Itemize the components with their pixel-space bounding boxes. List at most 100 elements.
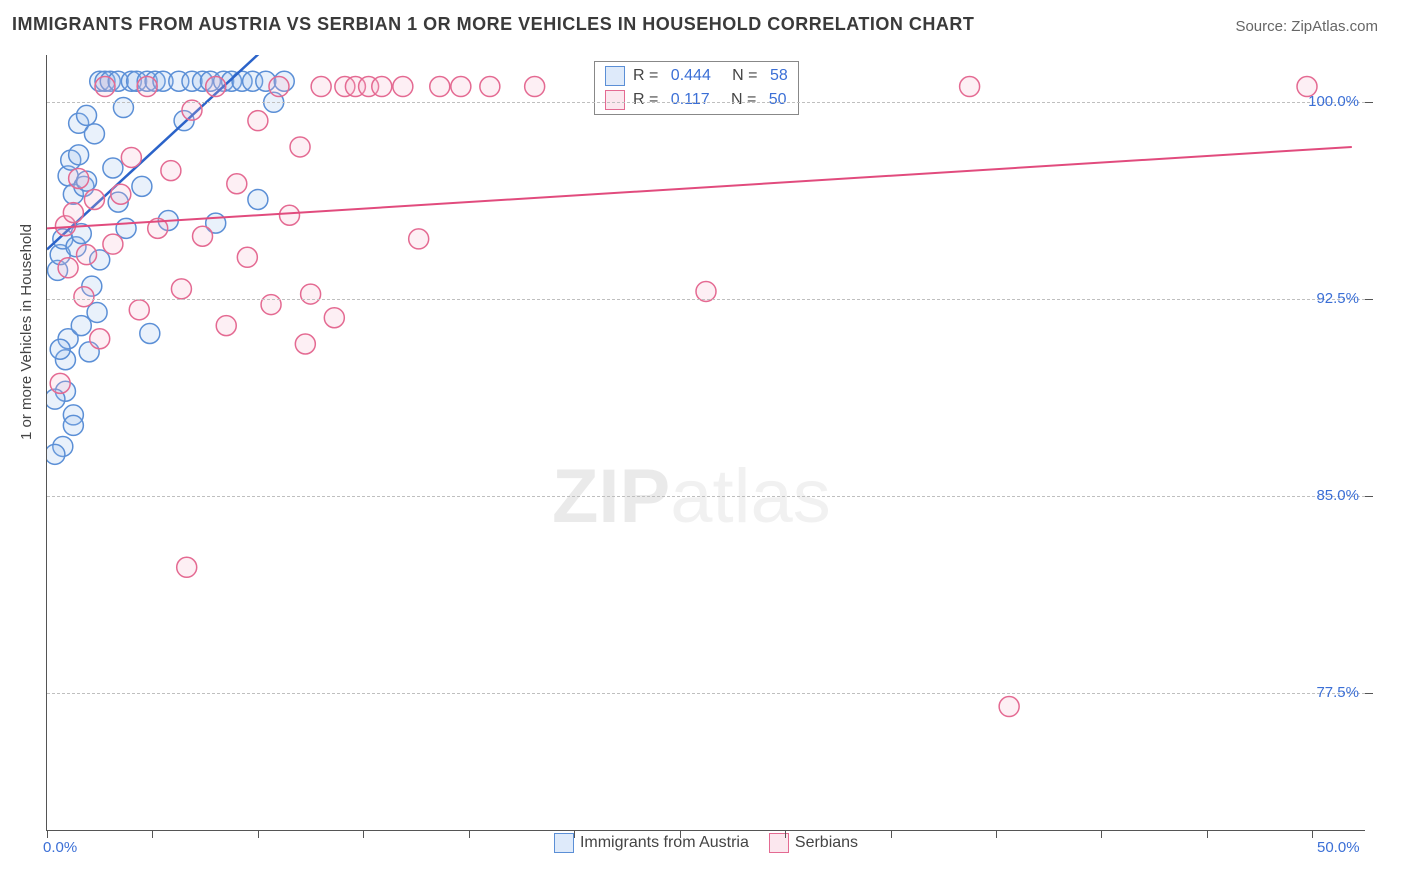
point-serbians <box>999 697 1019 717</box>
point-austria <box>132 176 152 196</box>
point-serbians <box>148 218 168 238</box>
point-austria <box>145 71 165 91</box>
legend-stat-row-serbians: R = 0.117 N = 50 <box>605 88 788 112</box>
point-serbians <box>63 203 83 223</box>
correlation-chart-root: IMMIGRANTS FROM AUSTRIA VS SERBIAN 1 OR … <box>0 0 1406 892</box>
point-austria <box>113 98 133 118</box>
point-serbians <box>311 77 331 97</box>
point-serbians <box>237 247 257 267</box>
point-serbians <box>372 77 392 97</box>
point-serbians <box>55 216 75 236</box>
point-serbians <box>84 189 104 209</box>
point-austria <box>100 71 120 91</box>
x-tick-label: 0.0% <box>43 839 77 856</box>
point-serbians <box>77 245 97 265</box>
point-serbians <box>335 77 355 97</box>
point-austria <box>232 71 252 91</box>
point-serbians <box>50 373 70 393</box>
point-serbians <box>206 77 226 97</box>
point-serbians <box>345 77 365 97</box>
point-serbians <box>480 77 500 97</box>
point-serbians <box>69 168 89 188</box>
point-austria <box>95 71 115 91</box>
point-austria <box>140 323 160 343</box>
source-label: Source: ZipAtlas.com <box>1235 18 1378 35</box>
point-austria <box>53 436 73 456</box>
point-austria <box>63 184 83 204</box>
point-austria <box>108 192 128 212</box>
legend-item-serbians: Serbians <box>769 833 858 853</box>
point-austria <box>50 245 70 265</box>
point-serbians <box>280 205 300 225</box>
point-austria <box>77 171 97 191</box>
legend-stat-row-austria: R = 0.444 N = 58 <box>605 64 788 88</box>
point-serbians <box>103 234 123 254</box>
point-serbians <box>525 77 545 97</box>
point-austria <box>116 218 136 238</box>
point-austria <box>63 405 83 425</box>
point-serbians <box>248 111 268 131</box>
x-tick-label: 50.0% <box>1317 839 1360 856</box>
trendline-serbians <box>47 147 1352 228</box>
point-austria <box>90 250 110 270</box>
point-serbians <box>960 77 980 97</box>
point-austria <box>63 415 83 435</box>
point-serbians <box>295 334 315 354</box>
point-serbians <box>451 77 471 97</box>
point-austria <box>74 176 94 196</box>
point-serbians <box>430 77 450 97</box>
point-serbians <box>216 316 236 336</box>
y-tick-label: 77.5% <box>1316 684 1359 701</box>
point-austria <box>222 71 242 91</box>
point-austria <box>274 71 294 91</box>
point-serbians <box>90 329 110 349</box>
point-austria <box>153 71 173 91</box>
legend-item-austria: Immigrants from Austria <box>554 833 749 853</box>
point-austria <box>248 189 268 209</box>
scatter-svg <box>47 55 1365 830</box>
point-austria <box>158 211 178 231</box>
point-austria <box>84 124 104 144</box>
point-austria <box>82 276 102 296</box>
point-austria <box>66 237 86 257</box>
point-serbians <box>121 147 141 167</box>
y-tick-label: 100.0% <box>1308 93 1359 110</box>
point-serbians <box>74 287 94 307</box>
point-austria <box>127 71 147 91</box>
point-austria <box>256 71 276 91</box>
point-austria <box>77 105 97 125</box>
point-austria <box>50 339 70 359</box>
point-austria <box>193 71 213 91</box>
chart-title: IMMIGRANTS FROM AUSTRIA VS SERBIAN 1 OR … <box>12 14 974 35</box>
point-austria <box>48 260 68 280</box>
point-serbians <box>409 229 429 249</box>
point-austria <box>47 389 65 409</box>
point-serbians <box>261 295 281 315</box>
legend-bottom: Immigrants from Austria Serbians <box>47 833 1365 858</box>
point-serbians <box>393 77 413 97</box>
point-austria <box>137 71 157 91</box>
point-austria <box>87 302 107 322</box>
point-austria <box>58 329 78 349</box>
legend-label: Immigrants from Austria <box>580 834 749 852</box>
point-austria <box>200 71 220 91</box>
point-austria <box>55 350 75 370</box>
point-austria <box>169 71 189 91</box>
point-austria <box>47 444 65 464</box>
point-serbians <box>227 174 247 194</box>
point-austria <box>79 342 99 362</box>
y-tick-label: 85.0% <box>1316 487 1359 504</box>
point-austria <box>58 166 78 186</box>
point-serbians <box>290 137 310 157</box>
point-austria <box>182 71 202 91</box>
point-austria <box>121 71 141 91</box>
point-austria <box>206 213 226 233</box>
point-austria <box>69 113 89 133</box>
point-austria <box>174 111 194 131</box>
legend-label: Serbians <box>795 834 858 852</box>
point-austria <box>103 158 123 178</box>
point-serbians <box>324 308 344 328</box>
point-serbians <box>177 557 197 577</box>
legend-stats-box: R = 0.444 N = 58R = 0.117 N = 50 <box>594 61 799 115</box>
point-serbians <box>111 184 131 204</box>
